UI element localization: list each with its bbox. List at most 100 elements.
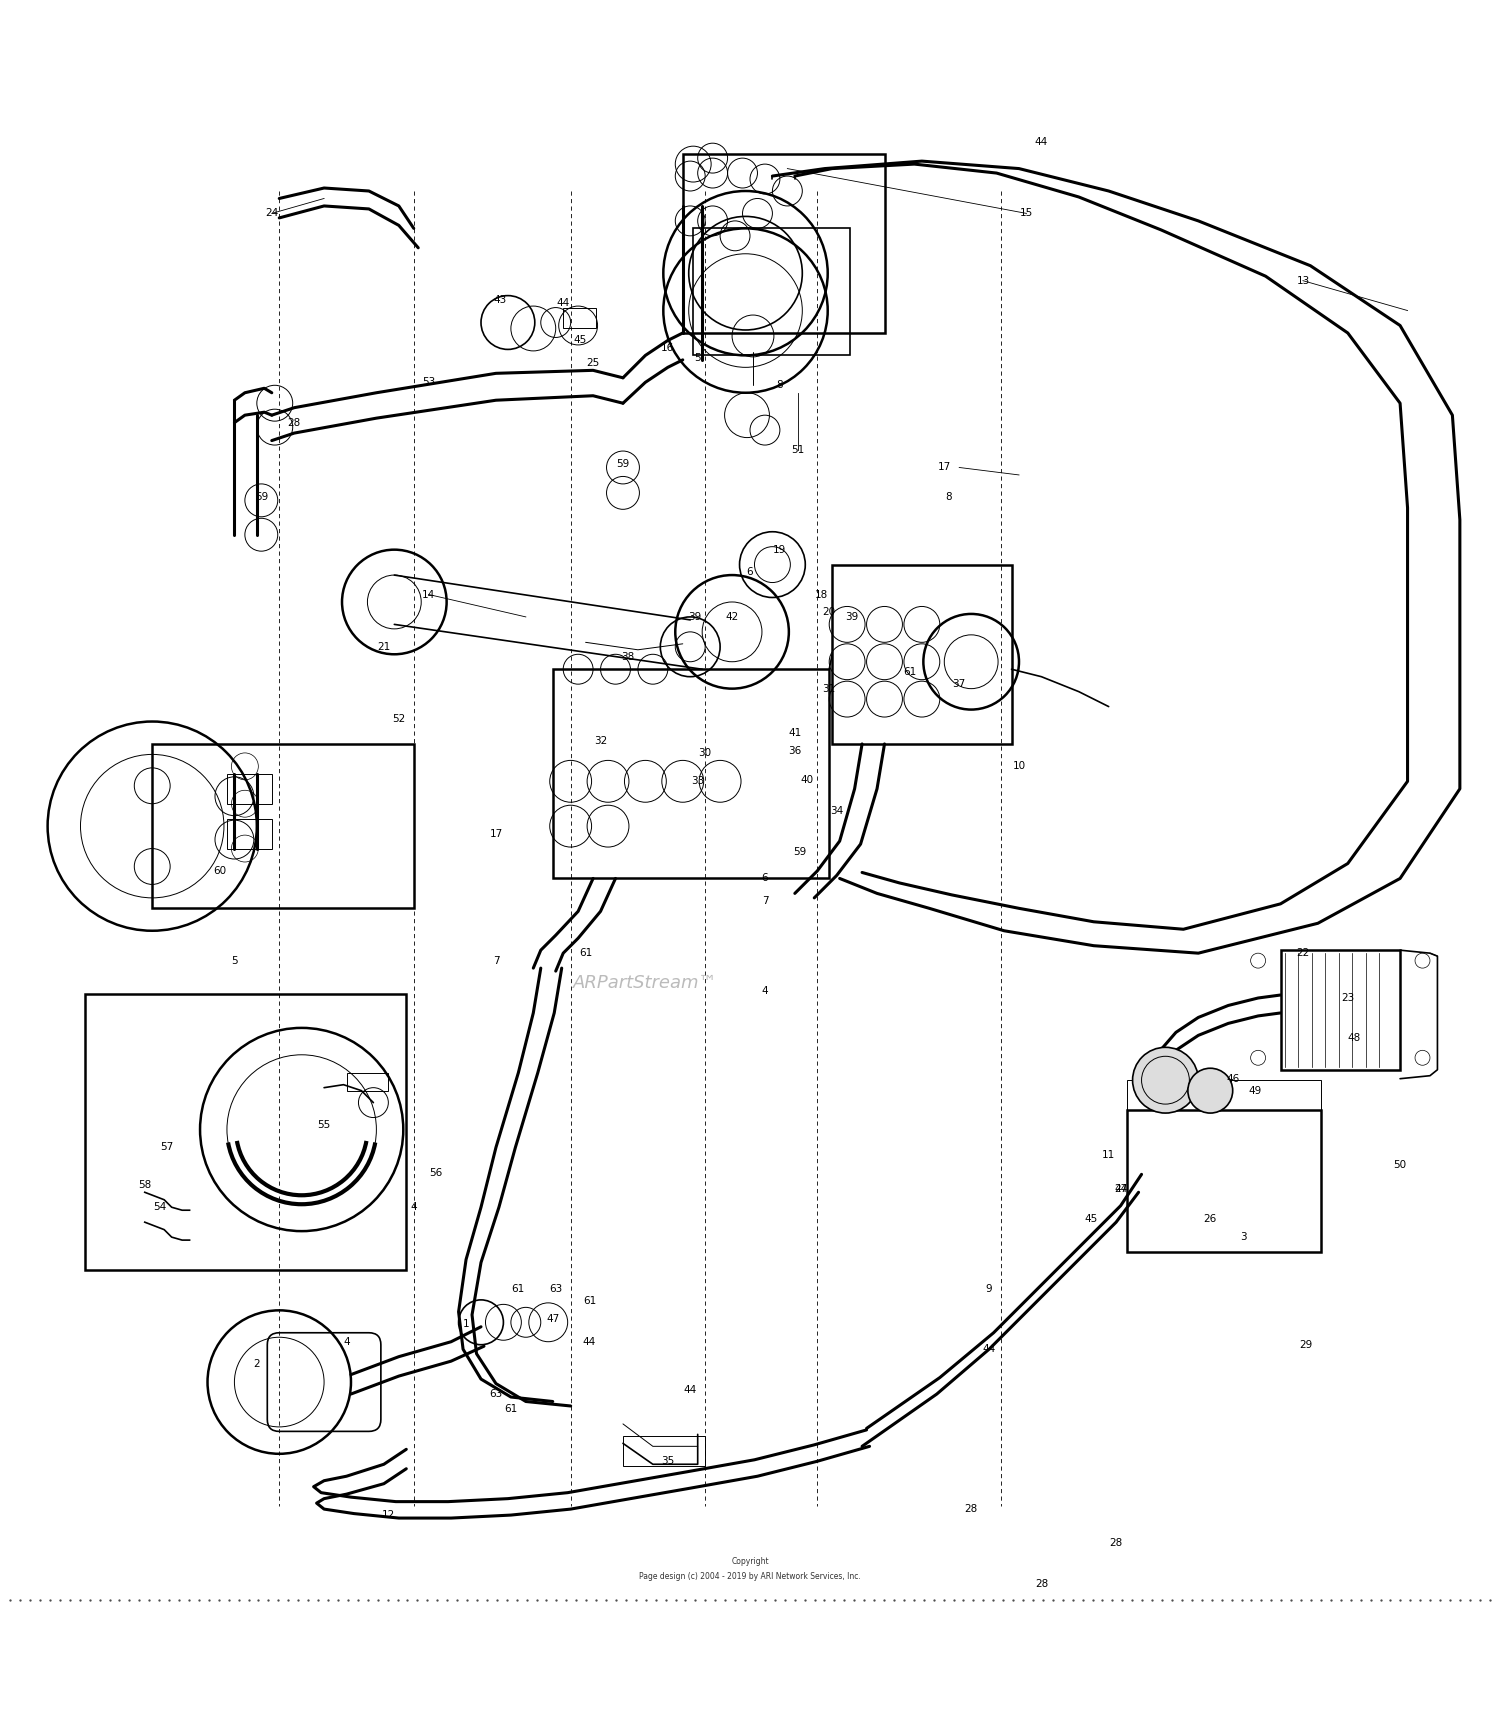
Bar: [226, 774, 272, 803]
Point: [1359, 1587, 1383, 1615]
Point: [712, 1587, 736, 1615]
Text: 42: 42: [726, 611, 738, 622]
Point: [366, 1587, 390, 1615]
Text: 6: 6: [747, 566, 753, 577]
Text: 45: 45: [573, 335, 586, 345]
Point: [544, 1587, 568, 1615]
Bar: [1126, 1110, 1322, 1252]
Point: [446, 1587, 470, 1615]
Text: 61: 61: [512, 1285, 525, 1295]
Text: 4: 4: [344, 1337, 350, 1347]
Text: 7: 7: [762, 896, 768, 907]
Text: 22: 22: [1296, 948, 1310, 958]
Text: 53: 53: [422, 376, 435, 387]
Point: [346, 1587, 370, 1615]
Text: 24: 24: [266, 209, 279, 218]
Text: 13: 13: [1296, 276, 1310, 285]
Point: [525, 1587, 549, 1615]
Text: 57: 57: [160, 1143, 174, 1152]
Circle shape: [1188, 1069, 1233, 1114]
Text: 46: 46: [1226, 1074, 1239, 1085]
Bar: [622, 1435, 705, 1466]
Text: 34: 34: [830, 807, 843, 817]
Point: [78, 1587, 102, 1615]
Point: [792, 1587, 816, 1615]
Bar: [86, 993, 407, 1269]
Point: [813, 1587, 837, 1615]
Text: 23: 23: [1341, 993, 1354, 1003]
Bar: [682, 154, 885, 333]
Bar: [346, 1072, 388, 1091]
Point: [117, 1587, 141, 1615]
Text: 17: 17: [489, 829, 502, 839]
Text: 61: 61: [579, 948, 592, 958]
Point: [1468, 1587, 1492, 1615]
Text: 43: 43: [494, 295, 507, 306]
Text: 37: 37: [952, 679, 966, 689]
Point: [871, 1587, 895, 1615]
Text: 58: 58: [138, 1180, 152, 1190]
Point: [514, 1587, 538, 1615]
Point: [951, 1587, 975, 1615]
Text: ARPartStream™: ARPartStream™: [573, 974, 717, 991]
Point: [962, 1587, 986, 1615]
Text: 63: 63: [489, 1389, 502, 1399]
Point: [843, 1587, 867, 1615]
Point: [87, 1587, 111, 1615]
Text: 49: 49: [1248, 1086, 1262, 1095]
Point: [48, 1587, 72, 1615]
Text: 63: 63: [549, 1285, 562, 1295]
Text: 59: 59: [255, 492, 268, 503]
Point: [246, 1587, 270, 1615]
Point: [1180, 1587, 1204, 1615]
Text: 27: 27: [1114, 1185, 1126, 1195]
Point: [1299, 1587, 1323, 1615]
Bar: [152, 744, 414, 908]
Text: 21: 21: [376, 642, 390, 651]
Point: [902, 1587, 926, 1615]
Point: [584, 1587, 608, 1615]
Point: [316, 1587, 340, 1615]
Point: [1310, 1587, 1334, 1615]
Point: [594, 1587, 618, 1615]
Point: [1338, 1587, 1362, 1615]
Point: [604, 1587, 628, 1615]
Point: [336, 1587, 360, 1615]
Point: [28, 1587, 53, 1615]
Point: [1190, 1587, 1214, 1615]
Point: [296, 1587, 320, 1615]
Text: 44: 44: [556, 299, 570, 307]
Point: [1398, 1587, 1422, 1615]
Point: [633, 1587, 657, 1615]
Point: [276, 1587, 300, 1615]
Point: [166, 1587, 190, 1615]
Point: [1280, 1587, 1304, 1615]
Text: 28: 28: [1110, 1539, 1124, 1549]
Point: [8, 1587, 32, 1615]
Text: 29: 29: [1299, 1340, 1312, 1351]
Text: 54: 54: [153, 1202, 166, 1212]
Point: [992, 1587, 1016, 1615]
Text: 10: 10: [1013, 762, 1026, 772]
Point: [138, 1587, 162, 1615]
Point: [1140, 1587, 1164, 1615]
Point: [1368, 1587, 1392, 1615]
Text: 38: 38: [621, 653, 634, 661]
Text: Copyright: Copyright: [730, 1556, 770, 1566]
Text: 28: 28: [1035, 1578, 1048, 1589]
Point: [1170, 1587, 1194, 1615]
Point: [624, 1587, 648, 1615]
Point: [932, 1587, 956, 1615]
Point: [1000, 1587, 1024, 1615]
Point: [58, 1587, 82, 1615]
Text: 5: 5: [231, 955, 237, 965]
Point: [1200, 1587, 1224, 1615]
Point: [753, 1587, 777, 1615]
Point: [1318, 1587, 1342, 1615]
Text: 33: 33: [692, 777, 705, 786]
Text: 35: 35: [662, 1456, 675, 1466]
Point: [892, 1587, 916, 1615]
Point: [1030, 1587, 1054, 1615]
Text: 7: 7: [492, 955, 500, 965]
Text: 19: 19: [774, 544, 786, 554]
